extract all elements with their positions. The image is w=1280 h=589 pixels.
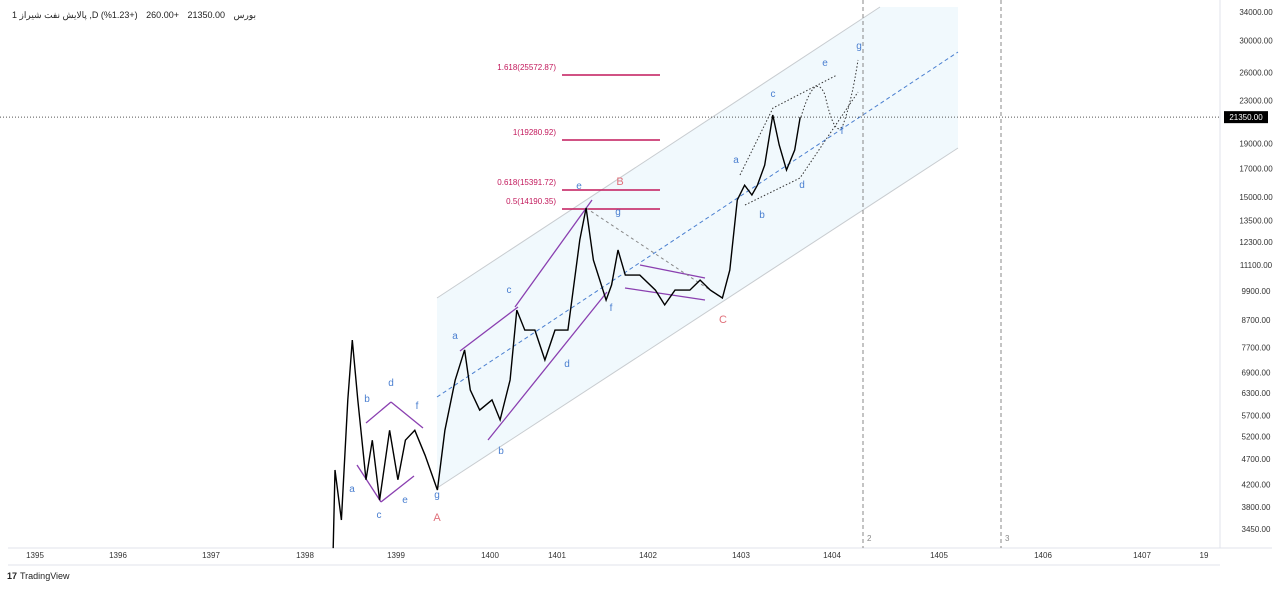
y-tick-label: 13500.00	[1239, 217, 1273, 226]
pattern-line	[356, 464, 382, 503]
symbol-name: پالایش نفت شیراز 1 ,D بورس	[12, 10, 257, 20]
y-tick-label: 19000.00	[1239, 139, 1273, 148]
price-change: +260.00	[146, 10, 179, 20]
wave-label: f	[841, 126, 844, 137]
symbol-header: پالایش نفت شیراز 1 ,D بورس 21350.00 +260…	[12, 10, 262, 21]
fib-level-label: 1(19280.92)	[513, 128, 556, 137]
y-tick-label: 4200.00	[1242, 481, 1271, 490]
wave-label: d	[388, 378, 394, 389]
wave-label: f	[416, 401, 419, 412]
wave-label: f	[610, 303, 613, 314]
pattern-line	[639, 264, 706, 279]
wave-label: a	[452, 331, 458, 342]
x-tick-label: 1403	[732, 551, 750, 560]
wave-label: a	[349, 484, 355, 495]
tradingview-logo[interactable]: 17 TradingView	[7, 571, 70, 581]
x-tick-label: 1405	[930, 551, 948, 560]
x-tick-label: 1397	[202, 551, 220, 560]
wave-label: e	[822, 58, 828, 69]
y-tick-label: 11100.00	[1240, 261, 1273, 270]
wave-label: d	[799, 180, 805, 191]
pattern-line	[624, 287, 706, 301]
vertical-marker-label: 3	[1005, 534, 1010, 543]
y-tick-label: 7700.00	[1242, 344, 1271, 353]
x-tick-label: 1404	[823, 551, 841, 560]
fib-level-label: 0.5(14190.35)	[506, 197, 556, 206]
wedge-lower	[744, 91, 859, 206]
price-change-pct: (+1.23%)	[100, 10, 138, 20]
pattern-line	[380, 475, 415, 503]
brand-text: TradingView	[20, 571, 70, 581]
price-tag-bg	[1224, 111, 1268, 124]
pattern-line	[365, 401, 392, 424]
y-tick-label: 15000.00	[1239, 193, 1273, 202]
x-tick-label: 1407	[1133, 551, 1151, 560]
vertical-marker-label: 2	[867, 534, 872, 543]
wedge-upper	[739, 74, 838, 176]
y-tick-label: 9900.00	[1242, 287, 1271, 296]
wave-label: c	[507, 285, 512, 296]
y-tick-label: 6900.00	[1242, 368, 1271, 377]
x-tick-label: 1401	[548, 551, 566, 560]
x-tick-label: 1406	[1034, 551, 1052, 560]
wave-label: g	[434, 490, 440, 501]
wave-label: c	[377, 510, 382, 521]
x-tick-label: 19	[1200, 551, 1209, 560]
last-price: 21350.00	[187, 10, 226, 20]
channel-fill	[437, 7, 958, 488]
x-tick-label: 1395	[26, 551, 44, 560]
channel-upper-line	[436, 6, 881, 299]
y-tick-label: 3450.00	[1242, 525, 1271, 534]
wave-label: e	[576, 181, 582, 192]
channel-lower-line	[436, 147, 959, 489]
wave-label: b	[498, 446, 504, 457]
major-wave-label: C	[719, 314, 727, 326]
y-tick-label: 26000.00	[1239, 69, 1273, 78]
wave-label: d	[564, 359, 570, 370]
price-tag: 21350.00	[1229, 113, 1263, 122]
fib-level-label: 0.618(15391.72)	[497, 178, 556, 187]
pattern-line	[390, 401, 424, 429]
y-tick-label: 3800.00	[1242, 503, 1271, 512]
wave-label: e	[402, 495, 408, 506]
wave-label: a	[733, 155, 739, 166]
wave-label: g	[856, 41, 862, 52]
wave-label: b	[364, 394, 370, 405]
y-tick-label: 34000.00	[1239, 8, 1273, 17]
wave-label: c	[771, 89, 776, 100]
y-tick-label: 12300.00	[1239, 238, 1273, 247]
x-tick-label: 1399	[387, 551, 405, 560]
y-tick-label: 30000.00	[1239, 36, 1273, 45]
pattern-line	[514, 199, 593, 308]
y-tick-label: 4700.00	[1242, 455, 1271, 464]
pattern-line	[459, 306, 519, 352]
y-tick-label: 5200.00	[1242, 432, 1271, 441]
channel-mid-line	[436, 51, 959, 398]
x-tick-label: 1402	[639, 551, 657, 560]
x-tick-label: 1400	[481, 551, 499, 560]
y-tick-label: 23000.00	[1239, 96, 1273, 105]
y-tick-label: 17000.00	[1239, 165, 1273, 174]
y-tick-label: 6300.00	[1242, 389, 1271, 398]
major-wave-label: A	[433, 512, 441, 524]
x-tick-label: 1398	[296, 551, 314, 560]
x-tick-label: 1396	[109, 551, 127, 560]
y-tick-label: 5700.00	[1242, 412, 1271, 421]
y-tick-label: 8700.00	[1242, 316, 1271, 325]
projected-path	[800, 59, 859, 130]
pattern-line	[487, 291, 608, 441]
price-line	[332, 114, 801, 549]
fib-level-label: 1.618(25572.87)	[497, 63, 556, 72]
major-wave-label: B	[616, 176, 623, 188]
wave-label: b	[759, 210, 765, 221]
wave-label: g	[615, 207, 621, 218]
